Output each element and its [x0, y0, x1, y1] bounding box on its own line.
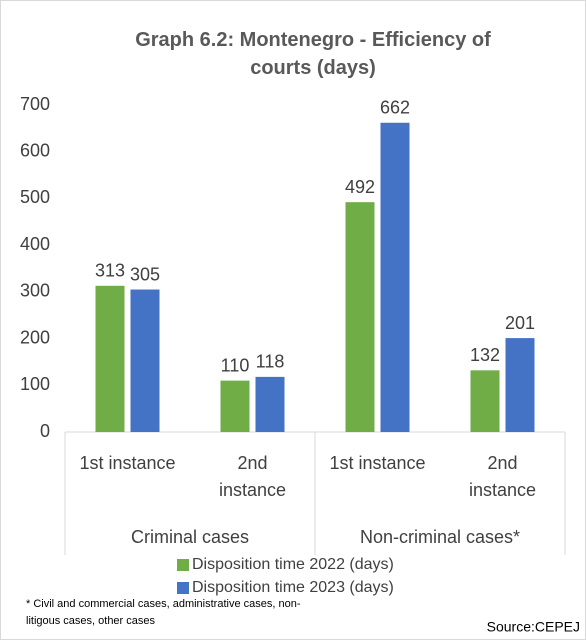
data-label: 313 — [95, 261, 125, 281]
group-label: Non-criminal cases* — [360, 527, 520, 547]
x-tick-label-box: 2nd instance — [468, 453, 537, 500]
data-label: 118 — [256, 352, 285, 372]
bar — [220, 380, 250, 432]
data-label: 662 — [380, 98, 410, 118]
bar — [255, 376, 285, 432]
data-label: 201 — [505, 313, 535, 333]
y-tick-label: 0 — [40, 421, 50, 441]
bar — [380, 122, 410, 432]
y-tick-label: 300 — [20, 281, 50, 301]
data-label: 132 — [470, 345, 500, 365]
group-label: Criminal cases — [131, 527, 249, 547]
x-tick-label: 1st instance — [329, 453, 426, 473]
bar — [345, 202, 375, 432]
y-tick-label: 400 — [20, 234, 50, 254]
footnote: * Civil and commercial cases, administra… — [26, 598, 301, 627]
title-box: Graph 6.2: Montenegro - Efficiency of co… — [135, 29, 491, 79]
legend-label: Disposition time 2023 (days) — [192, 579, 394, 596]
legend-label: Disposition time 2022 (days) — [192, 556, 394, 573]
data-label: 492 — [345, 177, 375, 197]
legend-swatch — [177, 582, 189, 594]
x-tick-label: 2nd instance — [468, 453, 537, 500]
bar — [470, 370, 500, 432]
source: Source:CEPEJ — [487, 619, 580, 635]
bar — [130, 289, 160, 432]
footnote-box: * Civil and commercial cases, administra… — [26, 598, 301, 627]
x-tick-label-box: 1st instance — [329, 453, 426, 473]
y-tick-label: 200 — [20, 327, 50, 347]
data-label: 305 — [130, 264, 160, 284]
y-tick-label: 500 — [20, 187, 50, 207]
y-tick-label: 100 — [20, 374, 50, 394]
data-label: 110 — [221, 355, 250, 375]
legend-swatch — [177, 559, 189, 571]
chart-title: Graph 6.2: Montenegro - Efficiency of co… — [135, 29, 491, 79]
bar — [95, 285, 125, 432]
x-tick-label: 2nd instance — [218, 453, 287, 500]
bar — [505, 338, 535, 432]
y-tick-label: 600 — [20, 140, 50, 160]
x-tick-label-box: 1st instance — [79, 453, 176, 473]
x-tick-label-box: 2nd instance — [218, 453, 287, 500]
y-tick-label: 700 — [20, 94, 50, 114]
x-tick-label: 1st instance — [79, 453, 176, 473]
